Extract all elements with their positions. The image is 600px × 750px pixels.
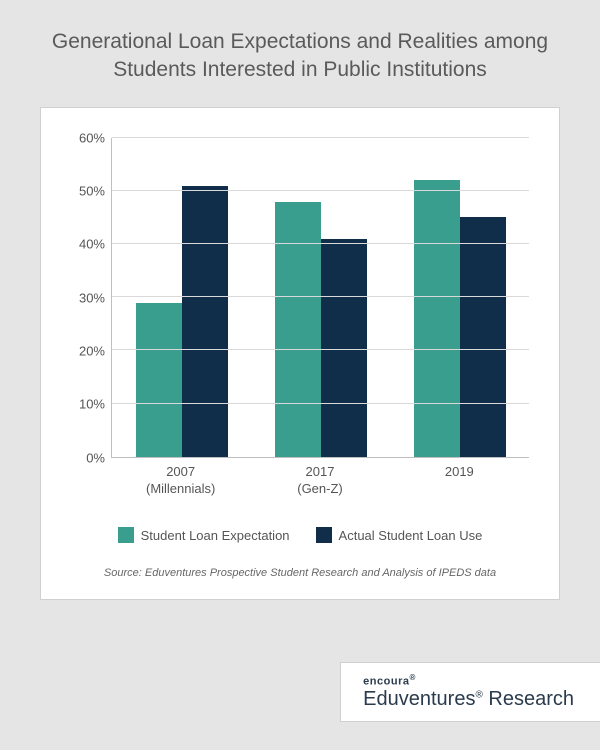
grid-line: [112, 137, 529, 138]
bar: [182, 186, 228, 457]
x-tick-label: 2017(Gen-Z): [250, 464, 389, 498]
legend: Student Loan Expectation Actual Student L…: [71, 527, 529, 543]
grid-line: [112, 296, 529, 297]
y-tick-label: 60%: [79, 130, 105, 145]
bars-container: [112, 138, 529, 457]
y-tick-label: 20%: [79, 344, 105, 359]
grid-line: [112, 243, 529, 244]
y-axis: 0%10%20%30%40%50%60%: [71, 138, 111, 458]
brand-bottom: Eduventures® Research: [363, 688, 574, 711]
grid-line: [112, 403, 529, 404]
y-tick-label: 50%: [79, 184, 105, 199]
y-tick-label: 10%: [79, 397, 105, 412]
y-tick-label: 0%: [86, 450, 105, 465]
legend-label: Student Loan Expectation: [141, 528, 290, 543]
bar: [460, 217, 506, 456]
brand-top: encoura®: [363, 673, 574, 688]
x-tick-label: 2019: [390, 464, 529, 498]
plot: [111, 138, 529, 458]
bar-group: [251, 138, 390, 457]
x-axis-labels: 2007(Millennials)2017(Gen-Z)2019: [111, 464, 529, 498]
bar-group: [390, 138, 529, 457]
x-tick-label: 2007(Millennials): [111, 464, 250, 498]
legend-label: Actual Student Loan Use: [339, 528, 483, 543]
y-tick-label: 40%: [79, 237, 105, 252]
bar: [275, 202, 321, 457]
y-tick-label: 30%: [79, 290, 105, 305]
chart-card: 0%10%20%30%40%50%60% 2007(Millennials)20…: [40, 107, 560, 601]
legend-item: Actual Student Loan Use: [316, 527, 483, 543]
legend-item: Student Loan Expectation: [118, 527, 290, 543]
grid-line: [112, 349, 529, 350]
legend-swatch: [316, 527, 332, 543]
brand-badge: encoura® Eduventures® Research: [340, 662, 600, 722]
source-note: Source: Eduventures Prospective Student …: [71, 567, 529, 579]
bar: [321, 239, 367, 457]
grid-line: [112, 190, 529, 191]
chart-title: Generational Loan Expectations and Reali…: [0, 0, 600, 107]
bar: [414, 180, 460, 456]
bar-group: [112, 138, 251, 457]
bar: [136, 303, 182, 457]
plot-area: 0%10%20%30%40%50%60%: [71, 138, 529, 458]
legend-swatch: [118, 527, 134, 543]
